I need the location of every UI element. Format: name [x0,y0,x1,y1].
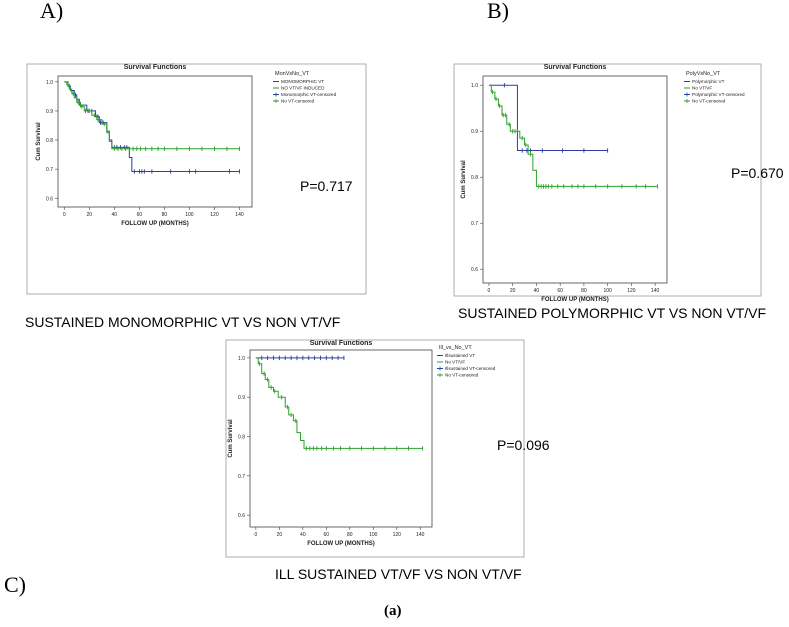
p-value-a: P=0.717 [300,178,353,194]
plot-area [482,75,668,284]
y-tick-label: 0.8 [238,435,245,441]
y-tick-label: 0.9 [238,395,245,401]
figure-label: (a) [384,603,402,619]
x-tick-label: 80 [347,532,353,538]
y-tick-label: 1.0 [238,356,245,362]
panel-label-a: A) [40,0,64,23]
y-tick-label: 0.6 [471,267,478,273]
caption-a: SUSTAINED MONOMORPHIC VT VS NON VT/VF [25,314,341,330]
survival-curve-group2 [488,84,658,187]
x-tick-label: 0 [488,288,491,294]
x-tick-label: 60 [557,288,563,294]
x-tick-label: 80 [581,288,587,294]
legend-entry: No VT-censored [281,99,315,104]
chart-title: Survival Functions [310,340,373,347]
caption-c: ILL SUSTAINED VT/VF VS NON VT/VF [275,566,522,582]
legend-entry: Illsustained VT-censored [445,366,496,371]
legend-title: Ill_vs_No_VT [439,345,472,351]
legend-entry: NO VT/VF INDUCED [281,86,325,91]
y-tick-label: 1.0 [471,83,478,89]
y-tick-label: 1.0 [46,80,53,86]
legend-entry: Monomorphic VT-censored [281,92,337,97]
y-axis-label: Cum Survival [36,122,42,161]
p-value-b: P=0.670 [731,165,784,181]
x-tick-label: 80 [162,212,168,218]
x-tick-label: 20 [510,288,516,294]
x-tick-label: 60 [324,532,330,538]
legend-entry: Illsustained VT [445,353,475,358]
x-tick-label: 40 [112,212,118,218]
legend-entry: Polymorphic VT-censored [692,92,745,97]
x-tick-label: 20 [87,212,93,218]
x-tick-label: 0 [63,212,66,218]
x-axis-label: FOLLOW UP (MONTHS) [121,221,189,227]
legend-entry: No VT/VF [692,86,712,91]
legend-entry: No VT-censored [445,373,479,378]
y-tick-label: 0.7 [46,167,53,173]
y-tick-label: 0.8 [471,175,478,181]
chart-frame [453,63,762,297]
x-tick-label: 60 [137,212,143,218]
y-tick-label: 0.7 [238,474,245,480]
legend-entry: MONOMORPHIC VT [281,79,324,84]
y-tick-label: 0.6 [238,513,245,519]
chart-title: Survival Functions [124,64,187,71]
x-tick-label: 120 [393,532,402,538]
x-tick-label: 140 [235,212,244,218]
x-tick-label: 140 [416,532,425,538]
caption-b: SUSTAINED POLYMORPHIC VT VS NON VT/VF [458,305,767,321]
y-tick-label: 0.9 [46,109,53,115]
y-tick-label: 0.6 [46,196,53,202]
x-tick-label: 120 [627,288,636,294]
legend-entry: Polymorphic VT [692,79,725,84]
y-tick-label: 0.7 [471,221,478,227]
legend-entry: No VT/VF [445,360,465,365]
p-value-c: P=0.096 [497,437,550,453]
x-axis-label: FOLLOW UP (MONTHS) [541,297,609,303]
x-tick-label: 20 [277,532,283,538]
x-tick-label: 40 [534,288,540,294]
x-tick-label: 100 [369,532,378,538]
legend-title: PolyVsNo_VT [686,71,721,77]
y-axis-label: Cum Survival [228,419,234,458]
x-tick-label: 100 [185,212,194,218]
panel-label-b: B) [487,0,509,23]
x-axis-label: FOLLOW UP (MONTHS) [307,541,375,547]
x-tick-label: 100 [603,288,612,294]
chart-frame [26,63,367,295]
panel-label-c: C) [4,572,26,597]
plot-area [249,349,433,528]
chart-frame [225,339,525,558]
y-tick-label: 0.8 [46,138,53,144]
x-tick-label: 140 [651,288,660,294]
legend-title: MonVsNo_VT [275,71,310,77]
plot-area [57,75,253,208]
chart-title: Survival Functions [544,64,607,71]
legend-entry: No VT-censored [692,99,726,104]
x-tick-label: 0 [254,532,257,538]
y-tick-label: 0.9 [471,129,478,135]
x-tick-label: 120 [210,212,219,218]
y-axis-label: Cum Survival [461,160,467,199]
x-tick-label: 40 [300,532,306,538]
